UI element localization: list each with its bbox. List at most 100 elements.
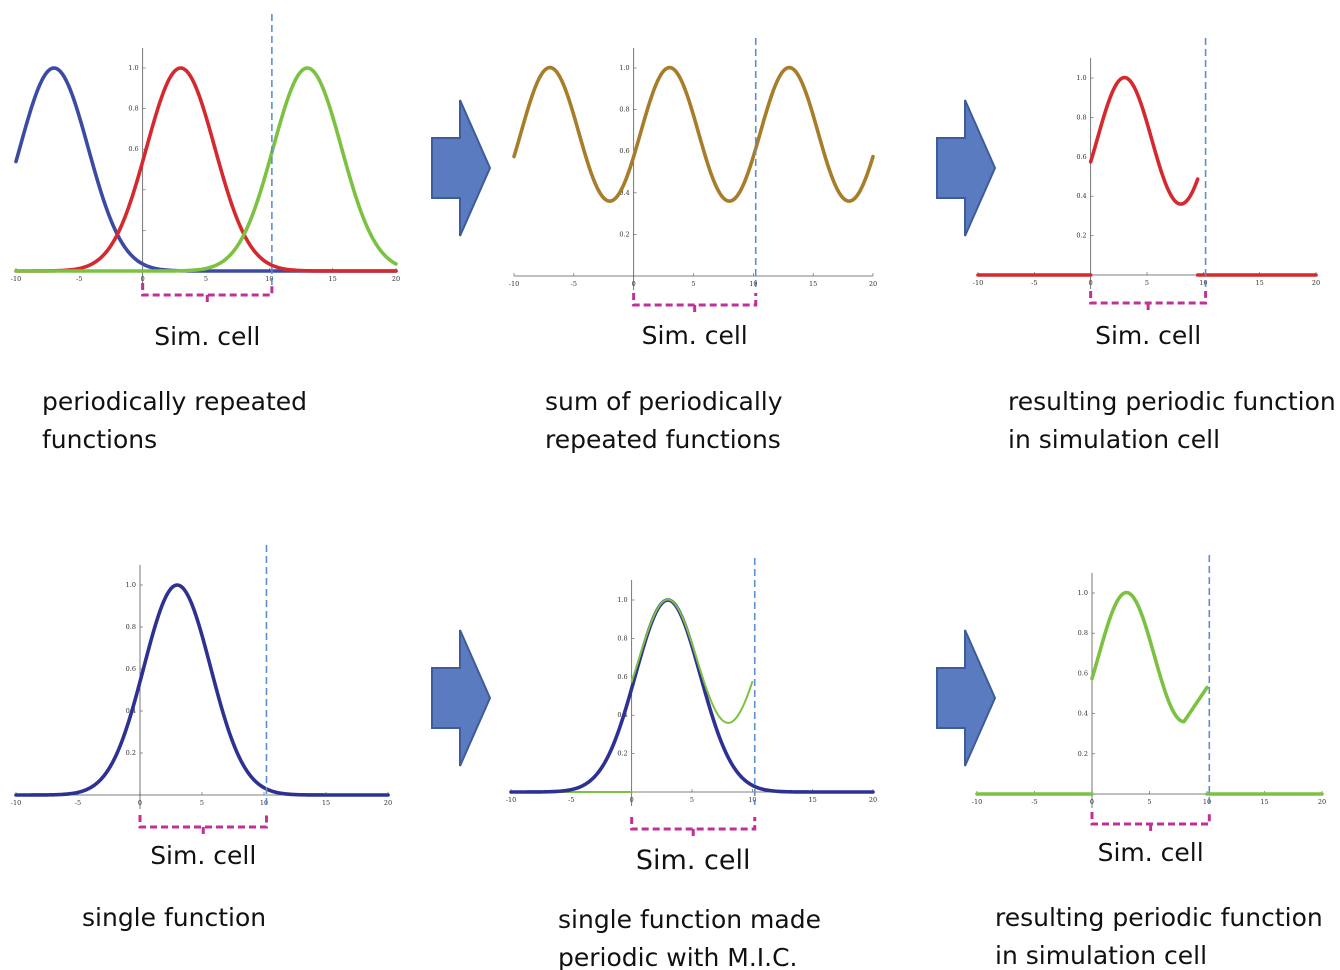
x-tick-label: 5 (200, 799, 204, 807)
x-tick-label: 10 (265, 275, 273, 283)
x-tick-label: -5 (571, 280, 577, 288)
x-tick-label: 5 (1147, 798, 1151, 806)
panel-1: -10 -5 0 5 10 15 20 0.6 0.8 1.0 Sim. cell periodica… (11, 14, 400, 454)
y-tick-label: 0.2 (1076, 232, 1086, 240)
x-tick-label: -5 (75, 799, 81, 807)
series-line-3 (14, 66, 398, 273)
y-tick-label: 1.0 (619, 64, 629, 72)
sim-cell-label: Sim. cell (636, 845, 751, 876)
x-tick-label: 5 (690, 796, 694, 804)
panel-caption-line-1: single function (82, 903, 266, 932)
series-line-1 (14, 583, 390, 797)
y-tick-label: 0.2 (1078, 750, 1088, 758)
x-tick-label: 10 (1203, 798, 1211, 806)
panel-caption-line-2: in simulation cell (1008, 425, 1220, 454)
x-tick-label: 10 (260, 799, 268, 807)
panel-2: -10 -5 0 5 10 15 20 0.2 0.4 0.6 0.8 1.0 Sim. cell sum… (509, 38, 877, 454)
series-line-2 (1088, 75, 1200, 206)
sim-cell-label: Sim. cell (150, 841, 256, 870)
panel-caption-line-1: sum of periodically (545, 387, 783, 416)
series-line-1 (512, 65, 875, 203)
sim-cell-bracket (632, 293, 758, 315)
x-tick-label: 0 (138, 799, 142, 807)
x-tick-label: 15 (1260, 798, 1268, 806)
x-tick-label: 20 (869, 280, 877, 288)
panel-6: -10 -5 0 5 10 15 20 0.2 0.4 0.6 0.8 1.0 Sim. cell res… (972, 555, 1326, 970)
y-tick-label: 1.0 (128, 64, 138, 72)
right-arrow-icon-2 (936, 99, 997, 237)
x-tick-label: -10 (972, 798, 982, 806)
y-tick-label: 0.8 (128, 105, 138, 113)
y-tick-label: 0.8 (126, 623, 136, 631)
x-tick-label: 20 (1312, 279, 1320, 287)
y-tick-label: 1.0 (1076, 74, 1086, 82)
y-tick-label: 0.6 (128, 145, 138, 153)
x-tick-label: 10 (748, 796, 756, 804)
x-tick-label: 15 (329, 275, 337, 283)
x-tick-label: -10 (509, 280, 519, 288)
x-tick-label: -10 (11, 799, 21, 807)
x-tick-label: -10 (11, 275, 21, 283)
y-tick-label: 0.8 (1076, 113, 1086, 121)
x-tick-label: 15 (1256, 279, 1264, 287)
x-tick-label: 0 (630, 796, 634, 804)
sim-cell-label: Sim. cell (1095, 321, 1201, 350)
y-tick-label: 0.6 (617, 673, 627, 681)
x-tick-label: 5 (204, 275, 208, 283)
x-tick-label: 20 (869, 796, 877, 804)
x-tick-label: 15 (809, 796, 817, 804)
x-tick-label: 15 (809, 280, 817, 288)
series-line-2 (509, 598, 875, 794)
sim-cell-bracket (138, 815, 268, 837)
x-tick-label: 0 (1090, 798, 1094, 806)
x-tick-label: 15 (322, 799, 330, 807)
panel-caption-line-1: resulting periodic function (1008, 387, 1336, 416)
sim-cell-bracket (630, 817, 757, 839)
sim-cell-bracket (141, 283, 274, 305)
x-tick-label: 10 (1199, 279, 1207, 287)
y-tick-label: 0.8 (1078, 629, 1088, 637)
arrows-layer (431, 99, 997, 767)
x-tick-label: 0 (1089, 279, 1093, 287)
x-tick-label: 10 (749, 280, 757, 288)
x-tick-label: 5 (1145, 279, 1149, 287)
panel-caption-line-2: in simulation cell (995, 941, 1207, 970)
sim-cell-bracket (1090, 812, 1211, 834)
panel-caption-line-2: functions (42, 425, 157, 454)
panel-3: -10 -5 0 5 10 15 20 0.2 0.4 0.6 0.8 1.0 Sim. cell res… (973, 38, 1336, 454)
panel-caption-line-1: resulting periodic function (995, 903, 1323, 932)
sim-cell-label: Sim. cell (154, 322, 260, 351)
right-arrow-icon-4 (936, 629, 997, 767)
y-tick-label: 0.8 (617, 634, 627, 642)
x-tick-label: 0 (141, 275, 145, 283)
y-tick-label: 1.0 (1078, 589, 1088, 597)
x-tick-label: -10 (973, 279, 983, 287)
x-tick-label: 20 (384, 799, 392, 807)
y-tick-label: 0.2 (126, 749, 136, 757)
y-tick-label: 1.0 (617, 596, 627, 604)
x-tick-label: 0 (632, 280, 636, 288)
y-tick-label: 0.2 (617, 750, 627, 758)
y-tick-label: 0.6 (619, 147, 629, 155)
y-tick-label: 0.6 (126, 665, 136, 673)
y-tick-label: 0.6 (1078, 669, 1088, 677)
y-tick-label: 0.4 (1076, 192, 1086, 200)
sim-cell-label: Sim. cell (642, 321, 748, 350)
y-tick-label: 0.6 (1076, 153, 1086, 161)
x-tick-label: -5 (568, 796, 574, 804)
panel-caption-line-1: single function made (558, 905, 821, 934)
y-tick-label: 0.2 (619, 230, 629, 238)
y-tick-label: 1.0 (126, 581, 136, 589)
x-tick-label: -5 (76, 275, 82, 283)
x-tick-label: 20 (392, 275, 400, 283)
x-tick-label: 20 (1318, 798, 1326, 806)
y-tick-label: 0.4 (1078, 710, 1088, 718)
y-tick-label: 0.4 (619, 189, 629, 197)
x-tick-label: -5 (1031, 279, 1037, 287)
series-line-2 (14, 66, 398, 273)
panels-layer: -10 -5 0 5 10 15 20 0.6 0.8 1.0 Sim. cell periodica… (11, 14, 1336, 970)
x-tick-label: 5 (691, 280, 695, 288)
x-tick-label: -10 (506, 796, 516, 804)
